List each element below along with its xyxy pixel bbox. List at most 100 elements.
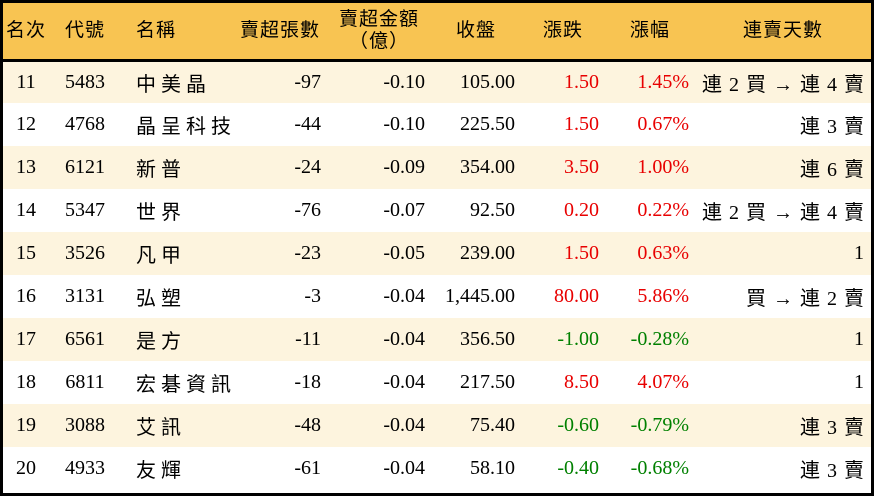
cell-name: 晶呈科技	[136, 116, 236, 138]
cell-volume: -61	[294, 457, 321, 479]
cell-code: 3131	[65, 285, 105, 307]
cell-code: 6561	[65, 328, 105, 350]
cell-close: 92.50	[470, 199, 515, 221]
table-row: 16 3131 弘塑 -3 -0.04 1,445.00 80.00 5.86%…	[3, 275, 871, 318]
cell-code: 5347	[65, 199, 105, 221]
cell-close: 105.00	[460, 70, 515, 93]
col-header-amount: 賣超金額 （億）	[327, 3, 431, 60]
cell-pct: -0.68%	[630, 457, 689, 479]
cell-streak: 連 3 賣	[800, 460, 865, 482]
cell-amount: -0.07	[383, 199, 425, 221]
cell-code: 5483	[65, 70, 105, 93]
cell-code: 4933	[65, 457, 105, 479]
cell-close: 1,445.00	[445, 285, 515, 307]
cell-change: 0.20	[564, 199, 599, 221]
cell-rank: 19	[16, 414, 36, 436]
cell-close: 75.40	[470, 414, 515, 436]
col-header-close: 收盤	[455, 19, 496, 41]
cell-streak: 1	[854, 328, 865, 350]
cell-volume: -48	[294, 414, 321, 436]
cell-streak: 連 6 賣	[800, 159, 865, 181]
cell-pct: 0.63%	[637, 242, 689, 264]
cell-close: 356.50	[460, 328, 515, 350]
cell-volume: -24	[294, 156, 321, 178]
cell-pct: -0.28%	[630, 328, 689, 350]
cell-name: 是方	[136, 331, 186, 353]
table-body: 11 5483 中美晶 -97 -0.10 105.00 1.50 1.45% …	[3, 60, 871, 490]
table-row: 20 4933 友輝 -61 -0.04 58.10 -0.40 -0.68% …	[3, 447, 871, 490]
cell-code: 6121	[65, 156, 105, 178]
cell-streak: 連 2 買 → 連 4 賣	[702, 202, 865, 224]
cell-change: 1.50	[564, 242, 599, 264]
col-header-streak: 連賣天數	[742, 19, 823, 41]
cell-pct: 0.67%	[637, 113, 689, 135]
cell-change: -1.00	[557, 328, 599, 350]
cell-volume: -11	[295, 328, 321, 350]
cell-pct: 1.45%	[637, 70, 689, 93]
cell-amount: -0.10	[383, 70, 425, 93]
cell-name: 世界	[136, 202, 186, 224]
table-row: 14 5347 世界 -76 -0.07 92.50 0.20 0.22% 連 …	[3, 189, 871, 232]
cell-close: 225.50	[460, 113, 515, 135]
cell-amount: -0.04	[383, 457, 425, 479]
cell-change: 3.50	[564, 156, 599, 178]
cell-streak: 1	[854, 371, 865, 393]
cell-code: 3088	[65, 414, 105, 436]
cell-amount: -0.10	[383, 113, 425, 135]
cell-change: 1.50	[564, 70, 599, 93]
cell-name: 凡甲	[136, 245, 186, 267]
cell-rank: 11	[16, 70, 36, 93]
table-row: 15 3526 凡甲 -23 -0.05 239.00 1.50 0.63% 1	[3, 232, 871, 275]
cell-amount: -0.09	[383, 156, 425, 178]
table-row: 12 4768 晶呈科技 -44 -0.10 225.50 1.50 0.67%…	[3, 103, 871, 146]
cell-volume: -3	[304, 285, 321, 307]
cell-rank: 18	[16, 371, 36, 393]
cell-close: 58.10	[470, 457, 515, 479]
cell-close: 354.00	[460, 156, 515, 178]
cell-rank: 15	[16, 242, 36, 264]
cell-name: 友輝	[136, 460, 186, 482]
cell-rank: 16	[16, 285, 36, 307]
cell-name: 中美晶	[136, 73, 211, 96]
cell-volume: -44	[294, 113, 321, 135]
cell-change: 1.50	[564, 113, 599, 135]
cell-streak: 連 3 賣	[800, 116, 865, 138]
cell-pct: 0.22%	[637, 199, 689, 221]
col-header-volume: 賣超張數	[239, 19, 320, 41]
cell-streak: 連 3 賣	[800, 417, 865, 439]
cell-volume: -23	[294, 242, 321, 264]
col-header-amount-line2: （億）	[348, 30, 409, 52]
cell-name: 艾訊	[136, 417, 186, 439]
cell-streak: 買 → 連 2 賣	[746, 288, 865, 310]
cell-close: 239.00	[460, 242, 515, 264]
cell-change: 8.50	[564, 371, 599, 393]
cell-name: 宏碁資訊	[136, 374, 236, 396]
cell-name: 弘塑	[136, 288, 186, 310]
cell-streak: 連 2 買 → 連 4 賣	[702, 73, 865, 96]
cell-amount: -0.04	[383, 328, 425, 350]
cell-code: 4768	[65, 113, 105, 135]
cell-change: 80.00	[554, 285, 599, 307]
cell-change: -0.60	[557, 414, 599, 436]
cell-close: 217.50	[460, 371, 515, 393]
table-row: 19 3088 艾訊 -48 -0.04 75.40 -0.60 -0.79% …	[3, 404, 871, 447]
header-row: 名次 代號 名稱 賣超張數 賣超金額 （億） 收盤 漲跌 漲幅 連賣天數	[3, 3, 871, 60]
cell-rank: 14	[16, 199, 36, 221]
cell-rank: 12	[16, 113, 36, 135]
col-header-pct: 漲幅	[629, 19, 670, 41]
table-row: 13 6121 新普 -24 -0.09 354.00 3.50 1.00% 連…	[3, 146, 871, 189]
table-row: 18 6811 宏碁資訊 -18 -0.04 217.50 8.50 4.07%…	[3, 361, 871, 404]
cell-pct: 5.86%	[637, 285, 689, 307]
cell-volume: -97	[294, 70, 321, 93]
cell-pct: 1.00%	[637, 156, 689, 178]
col-header-code: 代號	[64, 19, 105, 41]
cell-rank: 17	[16, 328, 36, 350]
cell-volume: -18	[294, 371, 321, 393]
cell-amount: -0.04	[383, 414, 425, 436]
cell-code: 3526	[65, 242, 105, 264]
cell-rank: 20	[16, 457, 36, 479]
cell-amount: -0.05	[383, 242, 425, 264]
cell-rank: 13	[16, 156, 36, 178]
col-header-change: 漲跌	[542, 19, 583, 41]
col-header-amount-line1: 賣超金額	[338, 8, 419, 30]
